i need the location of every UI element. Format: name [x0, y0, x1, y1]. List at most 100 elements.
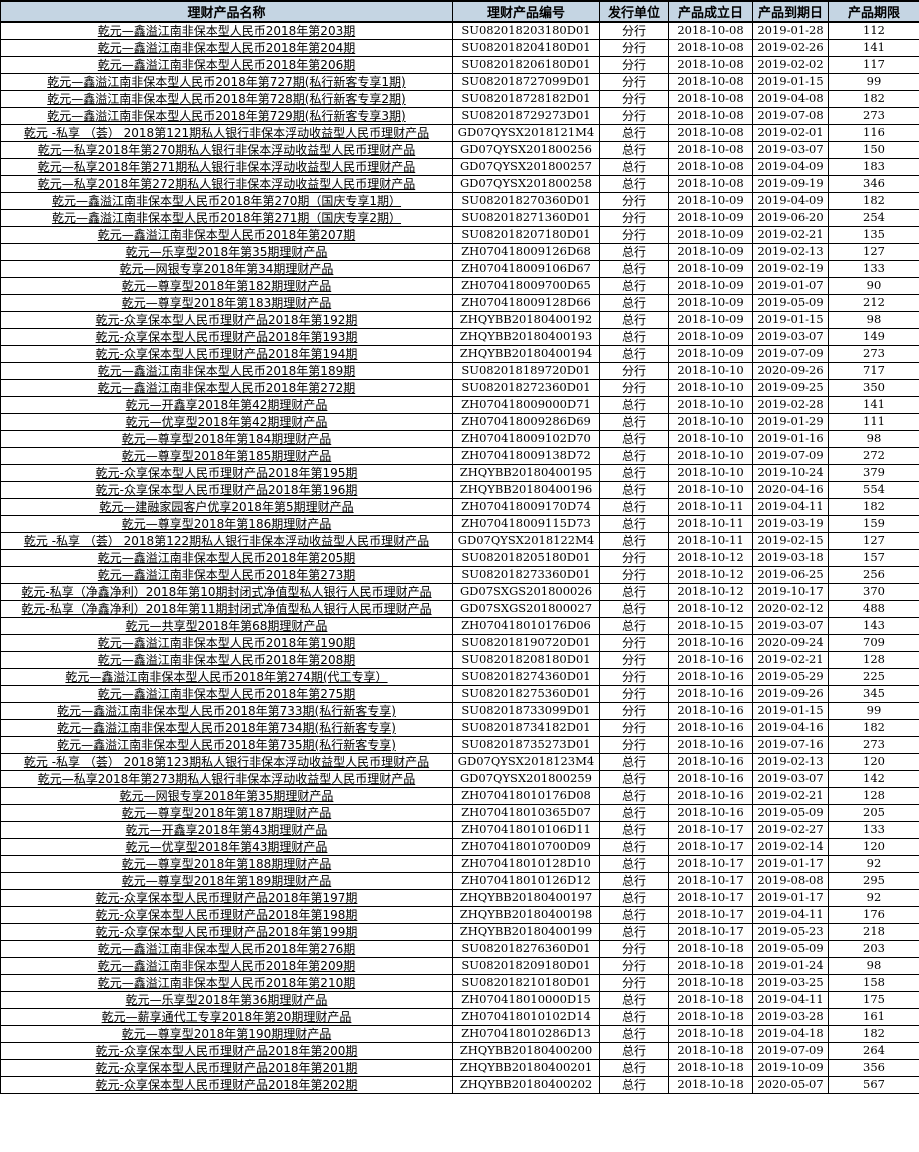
cell-product-name[interactable]: 乾元-众享保本型人民币理财产品2018年第196期 [0, 481, 453, 499]
cell-product-name[interactable]: 乾元—鑫溢江南非保本型人民币2018年第275期 [0, 685, 453, 703]
cell-product-name[interactable]: 乾元-众享保本型人民币理财产品2018年第197期 [0, 889, 453, 907]
cell-maturity-date[interactable]: 2019-03-18 [752, 549, 829, 567]
cell-issuer[interactable]: 分行 [599, 107, 669, 125]
cell-issuer[interactable]: 分行 [599, 549, 669, 567]
cell-term-days[interactable]: 256 [828, 566, 919, 584]
cell-issuer[interactable]: 分行 [599, 974, 669, 992]
cell-established-date[interactable]: 2018-10-18 [668, 957, 753, 975]
cell-issuer[interactable]: 分行 [599, 719, 669, 737]
cell-product-name[interactable]: 乾元-众享保本型人民币理财产品2018年第192期 [0, 311, 453, 329]
cell-product-code[interactable]: SU082018272360D01 [452, 379, 600, 397]
cell-established-date[interactable]: 2018-10-09 [668, 209, 753, 227]
cell-product-name[interactable]: 乾元—鑫溢江南非保本型人民币2018年第733期(私行新客专享) [0, 702, 453, 720]
cell-maturity-date[interactable]: 2019-01-29 [752, 413, 829, 431]
cell-product-code[interactable]: GD07SXGS201800026 [452, 583, 600, 601]
cell-maturity-date[interactable]: 2019-09-19 [752, 175, 829, 193]
cell-issuer[interactable]: 总行 [599, 515, 669, 533]
cell-term-days[interactable]: 182 [828, 498, 919, 516]
cell-term-days[interactable]: 182 [828, 90, 919, 108]
cell-maturity-date[interactable]: 2019-01-24 [752, 957, 829, 975]
cell-product-code[interactable]: ZHQYBB20180400197 [452, 889, 600, 907]
cell-issuer[interactable]: 分行 [599, 566, 669, 584]
cell-term-days[interactable]: 128 [828, 787, 919, 805]
cell-term-days[interactable]: 183 [828, 158, 919, 176]
cell-product-code[interactable]: ZHQYBB20180400198 [452, 906, 600, 924]
cell-maturity-date[interactable]: 2019-09-25 [752, 379, 829, 397]
cell-product-code[interactable]: GD07QYSX2018123M4 [452, 753, 600, 771]
cell-product-name[interactable]: 乾元—鑫溢江南非保本型人民币2018年第203期 [0, 21, 453, 40]
cell-maturity-date[interactable]: 2020-05-07 [752, 1076, 829, 1094]
cell-product-code[interactable]: GD07QYSX2018121M4 [452, 124, 600, 142]
cell-product-name[interactable]: 乾元—优享型2018年第43期理财产品 [0, 838, 453, 856]
cell-product-name[interactable]: 乾元—私享2018年第271期私人银行非保本浮动收益型人民币理财产品 [0, 158, 453, 176]
cell-term-days[interactable]: 99 [828, 73, 919, 91]
cell-established-date[interactable]: 2018-10-10 [668, 362, 753, 380]
cell-issuer[interactable]: 总行 [599, 447, 669, 465]
cell-established-date[interactable]: 2018-10-18 [668, 974, 753, 992]
cell-maturity-date[interactable]: 2019-05-09 [752, 940, 829, 958]
cell-term-days[interactable]: 273 [828, 107, 919, 125]
cell-product-code[interactable]: ZH070418009170D74 [452, 498, 600, 516]
cell-established-date[interactable]: 2018-10-08 [668, 39, 753, 57]
cell-issuer[interactable]: 总行 [599, 277, 669, 295]
cell-product-name[interactable]: 乾元—共享型2018年第68期理财产品 [0, 617, 453, 635]
cell-established-date[interactable]: 2018-10-12 [668, 566, 753, 584]
cell-product-code[interactable]: GD07QYSX201800256 [452, 141, 600, 159]
cell-product-name[interactable]: 乾元—鑫溢江南非保本型人民币2018年第274期(代工专享） [0, 668, 453, 686]
cell-term-days[interactable]: 90 [828, 277, 919, 295]
cell-issuer[interactable]: 总行 [599, 906, 669, 924]
cell-maturity-date[interactable]: 2019-02-14 [752, 838, 829, 856]
cell-established-date[interactable]: 2018-10-10 [668, 447, 753, 465]
cell-issuer[interactable]: 总行 [599, 770, 669, 788]
cell-maturity-date[interactable]: 2019-10-24 [752, 464, 829, 482]
column-header-established-date[interactable]: 产品成立日 [668, 0, 753, 23]
cell-maturity-date[interactable]: 2019-02-19 [752, 260, 829, 278]
cell-established-date[interactable]: 2018-10-08 [668, 21, 753, 40]
cell-established-date[interactable]: 2018-10-17 [668, 889, 753, 907]
cell-product-name[interactable]: 乾元-众享保本型人民币理财产品2018年第202期 [0, 1076, 453, 1094]
cell-established-date[interactable]: 2018-10-08 [668, 175, 753, 193]
cell-product-name[interactable]: 乾元—开鑫享2018年第42期理财产品 [0, 396, 453, 414]
cell-term-days[interactable]: 709 [828, 634, 919, 652]
cell-maturity-date[interactable]: 2019-03-07 [752, 617, 829, 635]
cell-maturity-date[interactable]: 2019-02-27 [752, 821, 829, 839]
cell-product-name[interactable]: 乾元—鑫溢江南非保本型人民币2018年第270期（国庆专享1期） [0, 192, 453, 210]
cell-maturity-date[interactable]: 2019-02-01 [752, 124, 829, 142]
cell-product-code[interactable]: ZH070418009115D73 [452, 515, 600, 533]
cell-issuer[interactable]: 总行 [599, 124, 669, 142]
cell-issuer[interactable]: 总行 [599, 1042, 669, 1060]
cell-maturity-date[interactable]: 2019-02-21 [752, 651, 829, 669]
cell-established-date[interactable]: 2018-10-18 [668, 991, 753, 1009]
cell-product-code[interactable]: SU082018274360D01 [452, 668, 600, 686]
cell-term-days[interactable]: 120 [828, 838, 919, 856]
cell-issuer[interactable]: 分行 [599, 90, 669, 108]
cell-maturity-date[interactable]: 2019-03-25 [752, 974, 829, 992]
cell-product-name[interactable]: 乾元 -私享 （荟） 2018第123期私人银行非保本浮动收益型人民币理财产品 [0, 753, 453, 771]
cell-term-days[interactable]: 717 [828, 362, 919, 380]
cell-issuer[interactable]: 总行 [599, 532, 669, 550]
cell-product-name[interactable]: 乾元—鑫溢江南非保本型人民币2018年第190期 [0, 634, 453, 652]
cell-issuer[interactable]: 总行 [599, 889, 669, 907]
cell-product-code[interactable]: ZH070418009126D68 [452, 243, 600, 261]
cell-product-name[interactable]: 乾元—鑫溢江南非保本型人民币2018年第273期 [0, 566, 453, 584]
cell-issuer[interactable]: 总行 [599, 464, 669, 482]
cell-maturity-date[interactable]: 2019-04-11 [752, 498, 829, 516]
cell-issuer[interactable]: 总行 [599, 855, 669, 873]
cell-issuer[interactable]: 总行 [599, 396, 669, 414]
cell-established-date[interactable]: 2018-10-08 [668, 124, 753, 142]
cell-product-name[interactable]: 乾元—鑫溢江南非保本型人民币2018年第728期(私行新客专享2期) [0, 90, 453, 108]
cell-maturity-date[interactable]: 2019-07-09 [752, 1042, 829, 1060]
cell-maturity-date[interactable]: 2019-03-07 [752, 328, 829, 346]
cell-product-code[interactable]: SU082018207180D01 [452, 226, 600, 244]
cell-product-name[interactable]: 乾元—薪享通代工专享2018年第20期理财产品 [0, 1008, 453, 1026]
column-header-maturity-date[interactable]: 产品到期日 [752, 0, 829, 23]
cell-issuer[interactable]: 总行 [599, 1059, 669, 1077]
cell-product-code[interactable]: ZHQYBB20180400194 [452, 345, 600, 363]
cell-term-days[interactable]: 176 [828, 906, 919, 924]
cell-maturity-date[interactable]: 2020-02-12 [752, 600, 829, 618]
cell-maturity-date[interactable]: 2019-01-15 [752, 311, 829, 329]
cell-product-code[interactable]: ZH070418010000D15 [452, 991, 600, 1009]
cell-product-name[interactable]: 乾元 -私享 （荟） 2018第122期私人银行非保本浮动收益型人民币理财产品 [0, 532, 453, 550]
cell-established-date[interactable]: 2018-10-17 [668, 872, 753, 890]
cell-term-days[interactable]: 356 [828, 1059, 919, 1077]
